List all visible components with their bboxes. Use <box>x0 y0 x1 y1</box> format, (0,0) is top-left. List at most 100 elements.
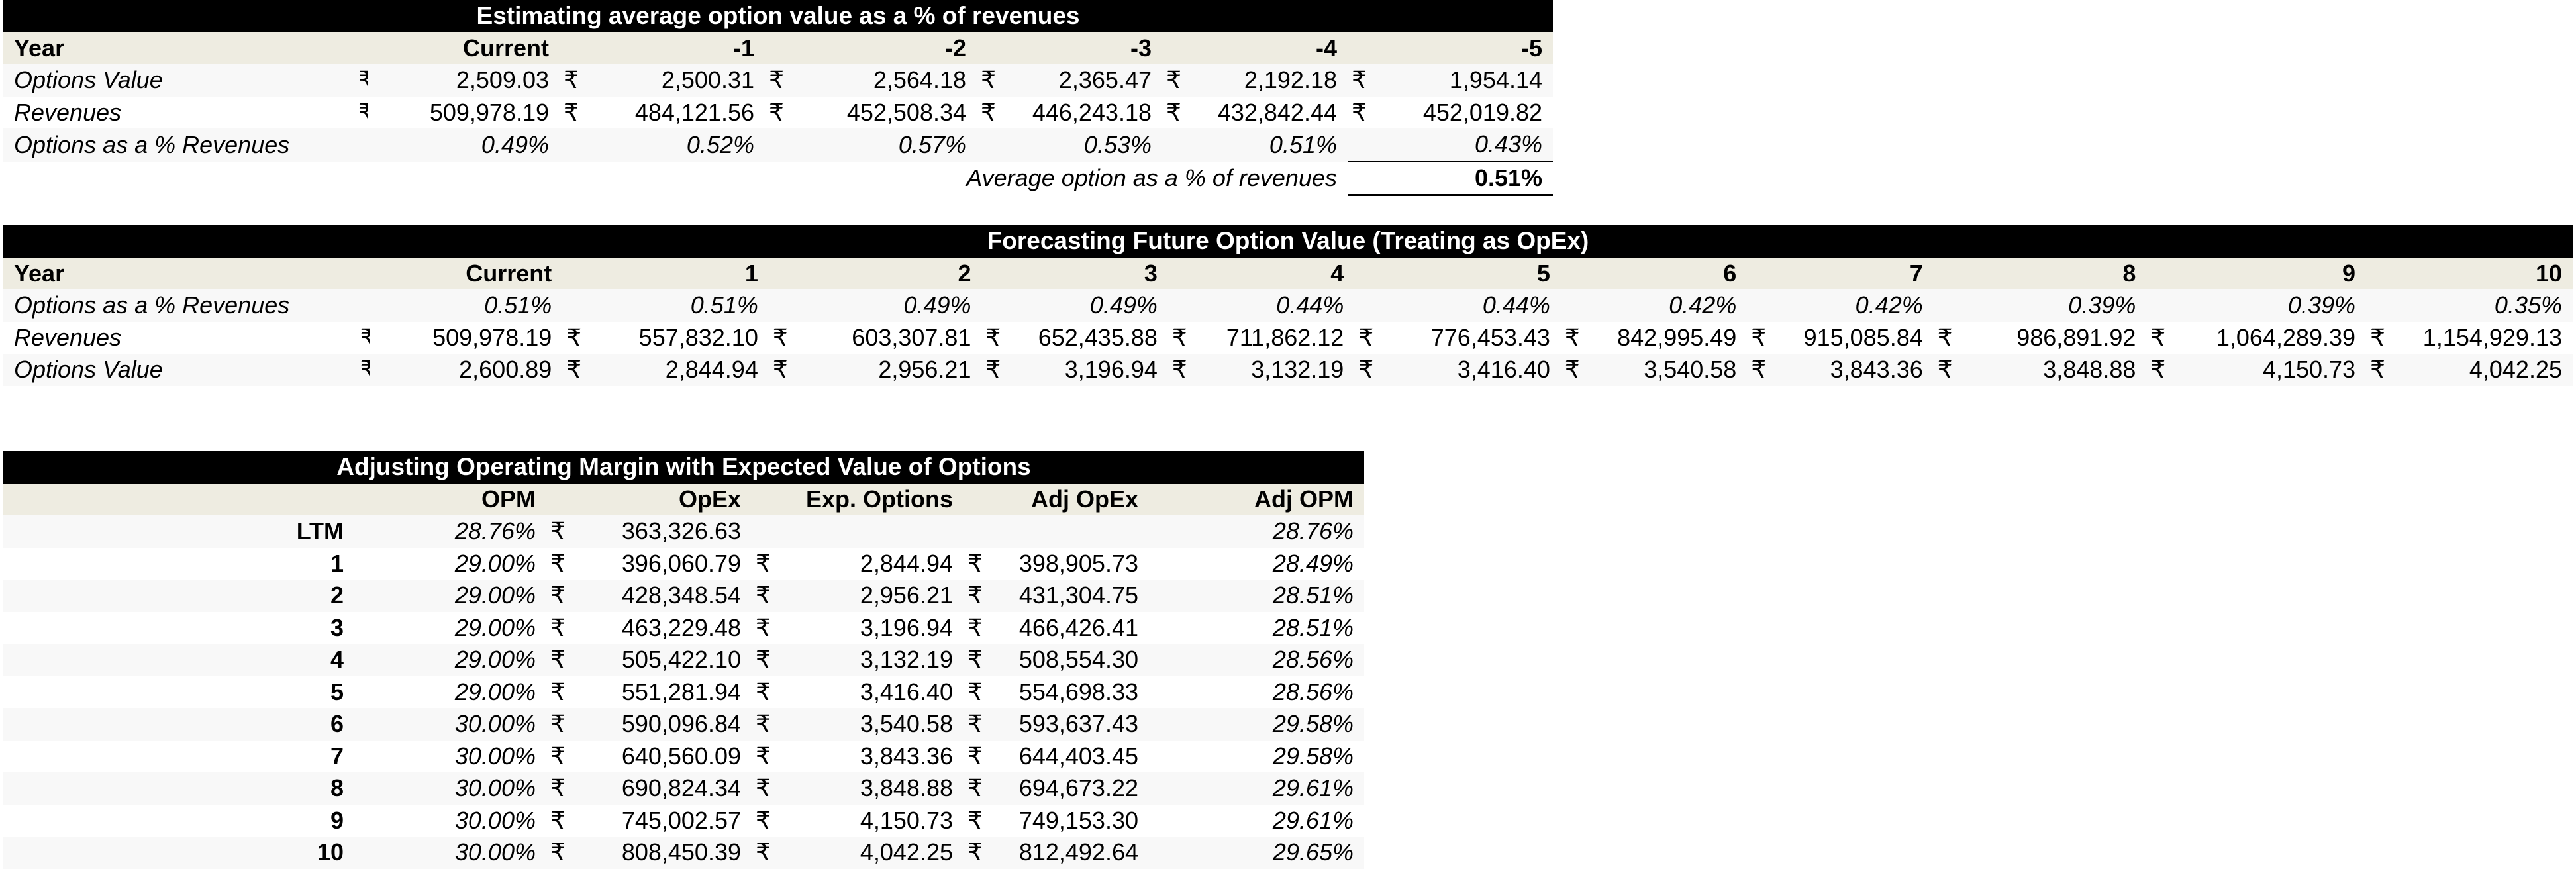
cell-value: 915,085.84 <box>1773 321 1934 354</box>
cell-value: 484,121.56 <box>586 96 765 128</box>
cell-value: 603,307.81 <box>795 321 982 354</box>
opex-cell: 428,348.54 <box>573 580 752 612</box>
rupee-symbol: ₹ <box>964 740 990 772</box>
t2-col-header: 1 <box>589 257 769 289</box>
rupee-symbol: ₹ <box>752 708 778 741</box>
opex-cell: 463,229.48 <box>573 611 752 644</box>
adj-opex-cell: 508,554.30 <box>990 644 1149 676</box>
cell-value: 557,832.10 <box>589 321 769 354</box>
cell-value: 986,891.92 <box>1959 321 2147 354</box>
t3-row: 1 29.00% ₹396,060.79 ₹2,844.94 ₹398,905.… <box>3 547 1364 580</box>
rupee-symbol: ₹ <box>1162 96 1189 128</box>
rupee-symbol: ₹ <box>964 547 990 580</box>
row-label: Revenues <box>3 321 356 354</box>
year-label: 5 <box>3 676 354 708</box>
opex-cell: 690,824.34 <box>573 772 752 805</box>
rupee-symbol: ₹ <box>2146 321 2173 354</box>
cell-value: 711,862.12 <box>1195 321 1355 354</box>
rupee-symbol: ₹ <box>964 708 990 741</box>
opm-cell: 30.00% <box>354 837 546 869</box>
opm-cell: 28.76% <box>354 515 546 548</box>
exp-options-cell: 2,956.21 <box>778 580 964 612</box>
rupee-symbol: ₹ <box>981 354 1009 386</box>
cell-value: 3,416.40 <box>1381 354 1561 386</box>
cell-value: 432,842.44 <box>1189 96 1348 128</box>
t2-col-header: 8 <box>1959 257 2147 289</box>
cell-value: 4,042.25 <box>2393 354 2573 386</box>
rupee-symbol: ₹ <box>981 321 1009 354</box>
cell-value: 452,019.82 <box>1374 96 1554 128</box>
rupee-symbol: ₹ <box>354 96 368 128</box>
adj-opex-cell: 812,492.64 <box>990 837 1149 869</box>
adj-opm-cell: 29.65% <box>1149 837 1364 869</box>
adj-opm-cell: 29.58% <box>1149 708 1364 741</box>
rupee-symbol: ₹ <box>752 740 778 772</box>
row-label: Options as a % Revenues <box>3 128 354 162</box>
opm-cell: 29.00% <box>354 547 546 580</box>
opm-cell: 30.00% <box>354 804 546 837</box>
row-label: Options Value <box>3 64 354 97</box>
year-label: 2 <box>3 580 354 612</box>
rupee-symbol: ₹ <box>1167 354 1195 386</box>
rupee-symbol: ₹ <box>546 676 573 708</box>
rupee-symbol: ₹ <box>752 611 778 644</box>
cell-value: 2,192.18 <box>1189 64 1348 97</box>
exp-options-cell: 3,540.58 <box>778 708 964 741</box>
cell-value: 3,132.19 <box>1195 354 1355 386</box>
rupee-symbol: ₹ <box>546 580 573 612</box>
t2-col-header: Current <box>369 257 563 289</box>
cell-value: 2,564.18 <box>791 64 977 97</box>
rupee-symbol: ₹ <box>964 611 990 644</box>
t1-col-header: Current <box>368 32 560 64</box>
adjusted-margin-table: Adjusting Operating Margin with Expected… <box>3 451 1364 869</box>
opm-cell: 30.00% <box>354 740 546 772</box>
t1-col-header: -3 <box>1003 32 1162 64</box>
cell-value: 0.44% <box>1195 289 1355 322</box>
exp-options-cell: 3,843.36 <box>778 740 964 772</box>
exp-options-cell <box>778 515 964 548</box>
opex-cell: 396,060.79 <box>573 547 752 580</box>
opex-cell: 363,326.63 <box>573 515 752 548</box>
rupee-symbol: ₹ <box>1354 321 1381 354</box>
rupee-symbol: ₹ <box>964 580 990 612</box>
rupee-symbol: ₹ <box>1560 354 1588 386</box>
opm-cell: 29.00% <box>354 644 546 676</box>
rupee-symbol: ₹ <box>1933 354 1960 386</box>
cell-value: 2,509.03 <box>368 64 560 97</box>
rupee-symbol: ₹ <box>752 804 778 837</box>
opex-cell: 551,281.94 <box>573 676 752 708</box>
adj-opex-cell <box>990 515 1149 548</box>
adj-opm-cell: 28.76% <box>1149 515 1364 548</box>
cell-value: 1,154,929.13 <box>2393 321 2573 354</box>
rupee-symbol: ₹ <box>560 96 586 128</box>
rupee-symbol: ₹ <box>354 64 368 97</box>
rupee-symbol: ₹ <box>768 321 796 354</box>
row-label: Options as a % Revenues <box>3 289 356 322</box>
rupee-symbol: ₹ <box>964 644 990 676</box>
t3-row: 10 30.00% ₹808,450.39 ₹4,042.25 ₹812,492… <box>3 837 1364 869</box>
t2-header-label: Year <box>3 257 356 289</box>
t3-row: 3 29.00% ₹463,229.48 ₹3,196.94 ₹466,426.… <box>3 611 1364 644</box>
option-value-estimate-table: Estimating average option value as a % o… <box>3 0 1554 196</box>
year-label: 1 <box>3 547 354 580</box>
adj-opm-cell: 28.56% <box>1149 644 1364 676</box>
t3-col-header: OpEx <box>546 483 752 515</box>
cell-value: 4,150.73 <box>2173 354 2367 386</box>
t3-header-row: OPM OpEx Exp. Options Adj OpEx Adj OPM <box>3 483 1364 515</box>
t2-col-header: 4 <box>1195 257 1355 289</box>
t3-col-header: Adj OPM <box>1149 483 1364 515</box>
rupee-symbol: ₹ <box>546 644 573 676</box>
rupee-symbol: ₹ <box>2366 321 2393 354</box>
t1-col-header: -2 <box>791 32 977 64</box>
rupee-symbol: ₹ <box>1747 354 1774 386</box>
cell-value: 776,453.43 <box>1381 321 1561 354</box>
cell-value: 452,508.34 <box>791 96 977 128</box>
exp-options-cell: 3,848.88 <box>778 772 964 805</box>
rupee-symbol: ₹ <box>2366 354 2393 386</box>
rupee-symbol: ₹ <box>1933 321 1960 354</box>
year-label: 6 <box>3 708 354 741</box>
rupee-symbol: ₹ <box>546 515 573 548</box>
t1-revenues-row: Revenues ₹509,978.19 ₹484,121.56 ₹452,50… <box>3 96 1554 128</box>
cell-value: 2,365.47 <box>1003 64 1162 97</box>
t3-row: 5 29.00% ₹551,281.94 ₹3,416.40 ₹554,698.… <box>3 676 1364 708</box>
